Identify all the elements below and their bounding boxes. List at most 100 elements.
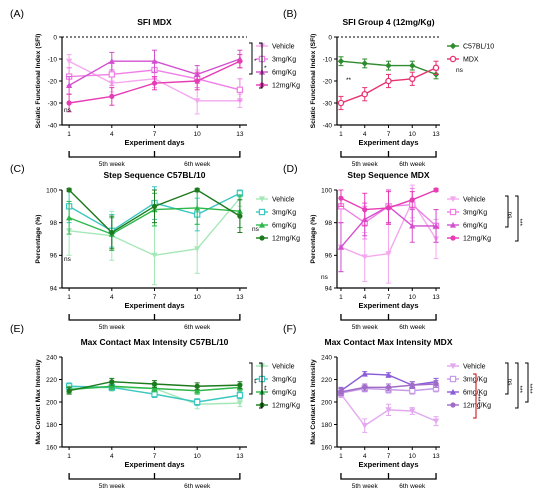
legend-marker — [258, 221, 266, 228]
y-tick-label: 0 — [328, 34, 332, 41]
x-tick-label: 7 — [153, 294, 157, 301]
panel-label: (A) — [10, 8, 24, 20]
y-tick-label: -10 — [323, 56, 333, 63]
data-point — [361, 90, 368, 98]
series-mdx — [337, 60, 440, 111]
y-tick-label: 180 — [46, 422, 57, 429]
week-label: 5th week — [352, 324, 379, 331]
week-bracket — [68, 473, 241, 480]
chart-title: Max Contact Max Intensity C57BL/10 — [81, 337, 229, 347]
y-tick-label: 220 — [46, 377, 57, 384]
chart-title: SFI Group 4 (12mg/Kg) — [342, 17, 434, 27]
x-tick-label: 7 — [387, 453, 391, 460]
data-point — [66, 388, 72, 394]
sig-bracket — [259, 362, 263, 409]
series-12mg-kg — [338, 380, 439, 396]
x-tick-label: 1 — [67, 131, 71, 138]
series-12mg-kg — [66, 187, 243, 250]
data-point — [151, 203, 158, 209]
panel-label: (D) — [283, 163, 298, 175]
data-point — [385, 384, 392, 390]
panel-b: (B) SFI Group 4 (12mg/Kg) -40 -30 -20 -10 0 1 4 7… — [283, 8, 494, 168]
y-tick-label: 200 — [46, 399, 57, 406]
data-point — [361, 254, 368, 261]
data-point — [385, 62, 392, 69]
week-label: 6th week — [184, 483, 211, 489]
panel-label: (F) — [283, 323, 296, 335]
data-point — [432, 418, 440, 425]
legend-label: Vehicle — [272, 364, 295, 371]
panel-d: (D) Step Sequence MDX 94 96 98 100 1 4 7 10 13 Expe… — [283, 163, 523, 331]
data-point — [432, 222, 440, 229]
data-point — [109, 93, 115, 99]
legend-label: 12mg/Kg — [272, 83, 300, 90]
data-point — [362, 207, 368, 213]
legend-label: 3mg/Kg — [272, 377, 296, 384]
week-label: 5th week — [99, 161, 126, 168]
legend-marker — [449, 221, 457, 228]
legend-label: 12mg/Kg — [272, 403, 300, 410]
x-tick-label: 1 — [339, 131, 343, 138]
y-tick-label: 98 — [325, 220, 333, 227]
data-point — [361, 60, 368, 67]
x-tick-label: 10 — [409, 294, 417, 301]
annotation: ns — [64, 107, 72, 114]
legend-marker — [450, 402, 456, 408]
y-tick-label: -40 — [48, 122, 58, 129]
data-point — [236, 86, 244, 93]
panel-label: (B) — [283, 8, 297, 20]
legend-label: C57BL/10 — [463, 44, 494, 51]
x-tick-label: 13 — [236, 453, 244, 460]
chart-title: Step Sequence MDX — [347, 170, 430, 180]
legend-label: 3mg/Kg — [463, 210, 487, 217]
week-label: 6th week — [184, 324, 211, 331]
legend-label: 6mg/Kg — [272, 223, 296, 230]
legend-label: 3mg/Kg — [272, 210, 296, 217]
legend-marker — [449, 55, 457, 63]
x-tick-label: 7 — [153, 131, 157, 138]
legend-label: Vehicle — [463, 197, 486, 204]
sig-label: ** — [250, 379, 257, 385]
week-label: 6th week — [399, 324, 426, 331]
panel-c: (C) Step Sequence C57BL/10 94 96 98 100 1 4 7 10 1… — [10, 163, 300, 331]
x-tick-label: 7 — [153, 453, 157, 460]
y-tick-label: 180 — [321, 422, 332, 429]
y-tick-label: 100 — [321, 187, 332, 194]
legend-label: 12mg/Kg — [463, 236, 491, 243]
annotation: ns — [321, 274, 329, 281]
data-point — [194, 187, 200, 193]
series-12mg-kg — [338, 187, 439, 227]
sig-bracket — [259, 42, 263, 89]
y-tick-label: -40 — [323, 122, 333, 129]
legend-marker — [259, 235, 265, 241]
data-point — [385, 205, 392, 211]
data-point — [337, 99, 345, 107]
panel-label: (E) — [10, 323, 24, 335]
legend-marker — [449, 363, 457, 370]
sig-label: ** — [260, 386, 267, 392]
data-point — [385, 251, 392, 257]
sig-bracket — [525, 362, 529, 403]
x-axis-label: Experiment days — [124, 138, 184, 147]
x-tick-label: 10 — [194, 131, 202, 138]
data-point — [409, 62, 416, 69]
data-point — [236, 400, 243, 407]
y-tick-label: 160 — [46, 444, 57, 451]
week-label: 6th week — [184, 161, 211, 168]
y-tick-label: 100 — [46, 187, 57, 194]
data-point — [193, 398, 201, 406]
data-point — [338, 195, 344, 201]
data-point — [108, 58, 115, 64]
x-tick-label: 7 — [387, 131, 391, 138]
panel-f: (F) Max Contact Max Intensity MDX 160 180 20… — [283, 323, 533, 490]
data-point — [362, 384, 368, 390]
data-point — [338, 389, 344, 395]
y-tick-label: 0 — [53, 34, 57, 41]
sig-label: *** — [516, 386, 523, 394]
data-point — [409, 408, 416, 415]
x-axis-label: Experiment days — [358, 301, 418, 310]
week-label: 5th week — [352, 483, 379, 489]
legend-marker — [258, 208, 266, 216]
sig-bracket — [473, 373, 477, 419]
sig-label: * — [250, 59, 257, 62]
